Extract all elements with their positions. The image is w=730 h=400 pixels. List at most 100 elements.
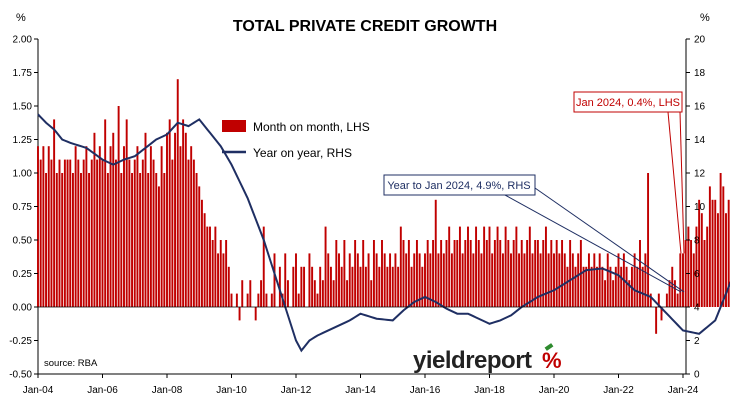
mom-bar [483, 226, 486, 307]
mom-bar [553, 253, 555, 307]
mom-bar [394, 253, 397, 307]
bars-series [37, 79, 730, 334]
mom-bar [668, 280, 671, 307]
mom-bar [101, 159, 104, 307]
mom-bar [351, 266, 354, 307]
mom-bar [485, 240, 488, 307]
mom-bar [63, 159, 66, 307]
mom-bar [190, 146, 193, 307]
mom-bar [679, 253, 682, 307]
mom-bar [168, 119, 171, 308]
mom-bar [421, 266, 424, 307]
mom-bar [147, 173, 150, 307]
legend-line-label: Year on year, RHS [253, 146, 352, 160]
mom-bar [547, 253, 550, 307]
mom-bar [69, 159, 72, 307]
mom-bar [235, 293, 238, 307]
left-tick-label: 2.00 [13, 35, 33, 46]
mom-bar [389, 253, 392, 307]
mom-bar [561, 240, 564, 307]
mom-bar [198, 186, 201, 307]
right-tick-label: 10 [694, 202, 706, 213]
mom-bar [614, 266, 617, 307]
mom-bar [434, 199, 437, 307]
mom-bar [469, 240, 472, 307]
mom-bar [700, 213, 703, 307]
mom-bar [265, 293, 268, 307]
mom-bar [179, 146, 182, 307]
mom-bar [217, 253, 220, 307]
mom-bar [432, 240, 435, 307]
mom-bar [682, 253, 684, 307]
mom-bar [515, 226, 518, 307]
mom-bar [542, 240, 545, 307]
mom-bar [617, 253, 620, 307]
mom-bar [206, 226, 209, 307]
legend: Month on month, LHS Year on year, RHS [222, 120, 370, 160]
mom-bar [141, 159, 144, 307]
mom-bar [37, 146, 39, 307]
mom-bar [120, 173, 123, 307]
left-tick-label: 0.00 [13, 303, 33, 314]
mom-bar [391, 266, 394, 307]
mom-bar [636, 266, 639, 307]
mom-bar [598, 253, 601, 307]
mom-bar [335, 240, 338, 307]
mom-bar [596, 266, 598, 307]
mom-bar [383, 253, 386, 307]
mom-bar [184, 132, 187, 307]
mom-bar [722, 186, 725, 307]
mom-bar [343, 240, 346, 307]
mom-bar [402, 240, 405, 307]
mom-bar [257, 293, 260, 307]
mom-bar [225, 240, 228, 307]
mom-bar [499, 240, 502, 307]
right-tick-label: 4 [694, 303, 700, 314]
mom-bar [308, 253, 311, 307]
left-tick-label: -0.50 [9, 370, 32, 381]
right-tick-label: 0 [694, 370, 700, 381]
mom-bar [58, 159, 61, 307]
mom-bar [125, 119, 128, 308]
mom-bar [397, 266, 400, 307]
mom-bar [493, 240, 496, 307]
right-axis-unit: % [700, 12, 710, 24]
mom-bar [504, 226, 507, 307]
mom-bar [628, 280, 631, 307]
mom-bar [313, 280, 316, 307]
mom-bar [136, 146, 139, 307]
mom-bar [405, 253, 408, 307]
mom-bar [413, 253, 416, 307]
mom-bar [676, 293, 679, 307]
annotation-mom-box [573, 91, 683, 113]
mom-bar [609, 266, 612, 307]
mom-bar [340, 266, 343, 307]
mom-bar [174, 132, 177, 307]
mom-bar [47, 146, 50, 307]
mom-bar [461, 253, 464, 307]
mom-bar [106, 173, 109, 307]
mom-bar [50, 159, 53, 307]
mom-bar [574, 266, 577, 307]
mom-bar [332, 280, 335, 307]
mom-bar [286, 280, 289, 307]
mom-bar [300, 266, 303, 307]
mom-bar [114, 159, 117, 307]
mom-bar [426, 240, 429, 307]
mom-bar [531, 253, 534, 307]
mom-bar [90, 159, 93, 307]
mom-bar [448, 226, 451, 307]
mom-bar [117, 106, 120, 307]
legend-bar-swatch [222, 120, 246, 132]
mom-bar [488, 226, 491, 307]
mom-bar [558, 253, 561, 307]
mom-bar [321, 280, 324, 307]
right-tick-label: 20 [694, 35, 706, 46]
mom-bar [249, 280, 252, 307]
mom-bar [104, 119, 107, 308]
mom-bar [195, 173, 198, 307]
left-axis-unit: % [16, 12, 26, 24]
mom-bar [590, 266, 593, 307]
x-axis-ticks: Jan-04 Jan-06 Jan-08 Jan-10 Jan-12 Jan-14 Jan-… [23, 374, 699, 396]
mom-bar [655, 307, 658, 334]
